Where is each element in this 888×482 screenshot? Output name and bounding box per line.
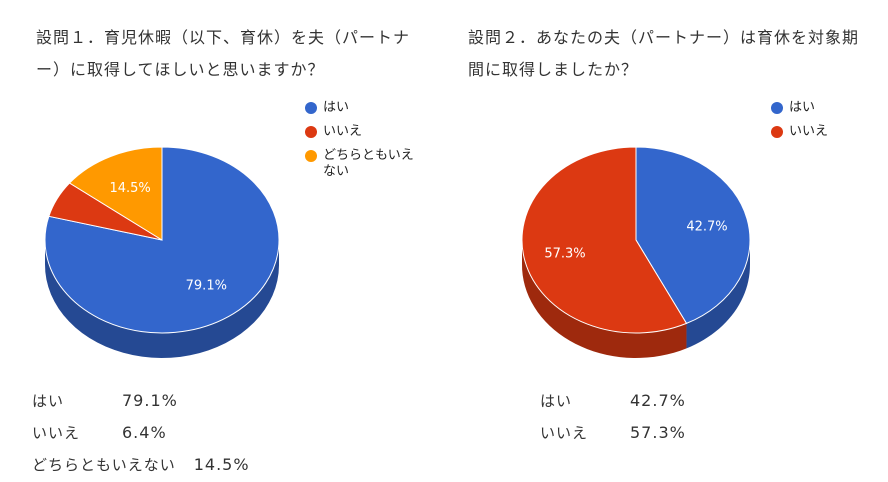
pie-1-slice-2	[68, 146, 163, 241]
legend-label: いいえ	[789, 124, 829, 139]
summary-value: 79.1%	[122, 390, 178, 410]
pie-1-value-label-2: 14.5%	[109, 181, 150, 196]
chart-panel-2: 設問２．あなたの夫（パートナー）は育休を対象期間に取得しましたか？ 42.7% 5…	[444, 0, 888, 482]
pie-2-slice-1	[521, 146, 688, 334]
summary-label: はい	[32, 391, 65, 410]
summary-label: どちらともいえない	[32, 455, 176, 474]
pie-2-slice-side-0	[686, 239, 750, 349]
legend-label: いいえ	[323, 124, 363, 139]
legend-item-0: はい	[771, 100, 884, 124]
chart-panel-1: 設問１．育児休暇（以下、育休）を夫（パートナー）に取得してほしいと思いますか？ …	[32, 28, 418, 480]
chart-1-summary: はい 79.1% いいえ 6.4% どちらともいえない 14.5%	[32, 384, 250, 480]
legend-label: どちらともいえない	[323, 148, 414, 179]
legend-swatch-icon	[305, 150, 317, 162]
legend-label: はい	[323, 100, 350, 115]
chart-1-title: 設問１．育児休暇（以下、育休）を夫（パートナー）に取得してほしいと思いますか？	[36, 28, 411, 79]
summary-value: 14.5%	[193, 454, 250, 474]
legend-swatch-icon	[305, 126, 317, 138]
pie-2-value-label-0: 42.7%	[686, 220, 727, 235]
legend-swatch-icon	[771, 102, 783, 114]
chart-1-legend: はいいいえどちらともいえない	[305, 100, 418, 188]
summary-value: 42.7%	[630, 390, 686, 410]
pie-2-value-label-1: 57.3%	[544, 247, 585, 262]
legend-swatch-icon	[305, 102, 317, 114]
summary-label: いいえ	[540, 423, 589, 442]
summary-label: はい	[540, 391, 573, 410]
chart-2-summary: はい 42.7% いいえ 57.3%	[540, 384, 686, 448]
summary-row: いいえ 6.4%	[32, 416, 250, 448]
summary-value: 57.3%	[630, 422, 686, 442]
summary-row: どちらともいえない 14.5%	[32, 448, 250, 480]
legend-item-2: どちらともいえない	[305, 148, 418, 188]
legend-item-1: いいえ	[305, 124, 418, 148]
pie-chart-2: 42.7% 57.3%	[521, 146, 751, 358]
pie-1-slice-side-0	[45, 239, 279, 358]
legend-label: はい	[789, 100, 816, 115]
summary-value: 6.4%	[122, 422, 167, 442]
pie-1-value-label-0: 79.1%	[186, 279, 227, 294]
legend-swatch-icon	[771, 126, 783, 138]
chart-2-legend: はい いいえ	[771, 100, 884, 148]
summary-row: はい 42.7%	[540, 384, 686, 416]
summary-row: いいえ 57.3%	[540, 416, 686, 448]
pie-2-slice-side-1	[522, 239, 687, 358]
chart-2-title: 設問２．あなたの夫（パートナー）は育休を対象期間に取得しましたか？	[468, 28, 860, 79]
legend-item-0: はい	[305, 100, 418, 124]
legend-item-1: いいえ	[771, 124, 884, 148]
summary-label: いいえ	[32, 423, 81, 442]
pie-2-slice-0	[635, 146, 751, 325]
summary-row: はい 79.1%	[32, 384, 250, 416]
pie-chart-1: 79.1% 14.5%	[44, 146, 280, 358]
